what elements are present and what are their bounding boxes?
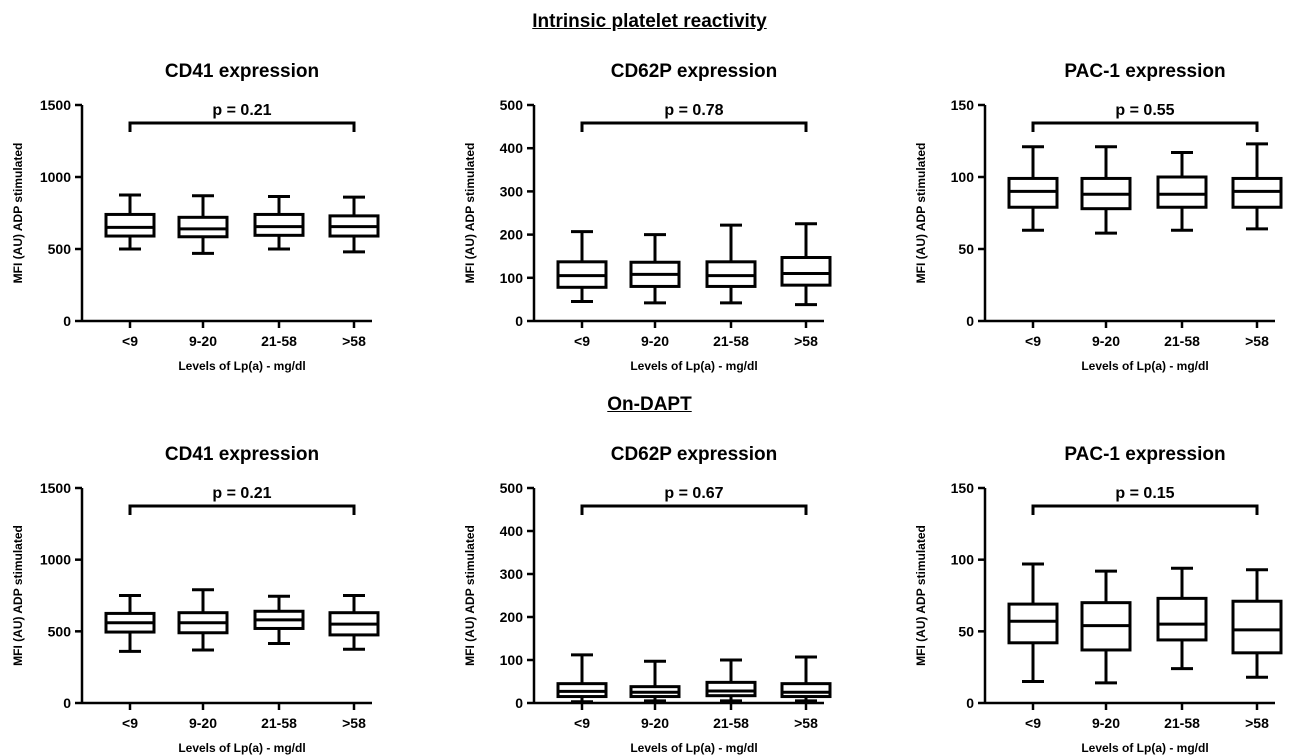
p5-y-tick-label-1: 50: [958, 623, 974, 639]
p3-y-tick-label-3: 1500: [40, 480, 71, 496]
p4-significance-bracket: [580, 504, 808, 515]
p2-title: PAC-1 expression: [1064, 61, 1225, 82]
p5-x-tick-label-0: <9: [1025, 715, 1041, 731]
p0-p-value-label: p = 0.21: [212, 102, 271, 119]
p5-y-tick-label-3: 150: [951, 480, 975, 496]
p5-y-tick-label-2: 100: [951, 552, 975, 568]
p5-box-2: [1156, 596, 1208, 642]
p1-y-tick-label-5: 500: [500, 97, 524, 113]
p2-x-tick-label-3: >58: [1245, 333, 1269, 349]
p5-p-value-label: p = 0.15: [1115, 485, 1174, 502]
p0-y-axis-label: MFI (AU) ADP stimulated: [11, 143, 25, 284]
section-title-on-dapt: On-DAPT: [607, 394, 692, 415]
p3-y-tick-label-0: 0: [63, 695, 71, 711]
p4-y-tick-label-2: 200: [500, 609, 524, 625]
p3-y-tick-label-1: 500: [48, 623, 72, 639]
p5-title: PAC-1 expression: [1064, 444, 1225, 465]
p0-y-tick-label-1: 500: [48, 241, 72, 257]
p0-x-tick-label-2: 21-58: [261, 333, 297, 349]
p0-x-axis-label: Levels of Lp(a) - mg/dl: [178, 359, 305, 373]
p0-y-tick-label-2: 1000: [40, 169, 71, 185]
p1-significance-bracket: [580, 121, 808, 132]
p1-x-axis-label: Levels of Lp(a) - mg/dl: [630, 359, 757, 373]
p4-y-tick-label-3: 300: [500, 566, 524, 582]
p1-y-tick-label-4: 400: [500, 140, 524, 156]
p4-p-value-label: p = 0.67: [664, 485, 723, 502]
p1-box-3: [780, 255, 832, 287]
p4-y-tick-label-0: 0: [515, 695, 523, 711]
p4-y-tick-label-1: 100: [500, 652, 524, 668]
p1-y-axis-label: MFI (AU) ADP stimulated: [463, 143, 477, 284]
p3-title: CD41 expression: [165, 444, 319, 465]
p0-x-tick-label-1: 9-20: [189, 333, 217, 349]
p5-y-axis-label: MFI (AU) ADP stimulated: [914, 525, 928, 666]
p2-p-value-label: p = 0.55: [1115, 102, 1174, 119]
p4-box-3: [780, 682, 832, 699]
p0-y-tick-label-0: 0: [63, 313, 71, 329]
p5-y-tick-label-0: 0: [966, 695, 974, 711]
p3-y-axis-label: MFI (AU) ADP stimulated: [11, 525, 25, 666]
p3-x-tick-label-2: 21-58: [261, 715, 297, 731]
p2-y-tick-label-3: 150: [951, 97, 975, 113]
p3-x-tick-label-1: 9-20: [189, 715, 217, 731]
p1-y-tick-label-0: 0: [515, 313, 523, 329]
p4-y-tick-label-5: 500: [500, 480, 524, 496]
p0-significance-bracket: [128, 121, 356, 132]
p4-title: CD62P expression: [611, 444, 778, 465]
p3-y-tick-label-2: 1000: [40, 552, 71, 568]
p0-box-2: [253, 212, 305, 237]
p4-y-tick-label-4: 400: [500, 523, 524, 539]
p3-significance-bracket: [128, 504, 356, 515]
p5-x-axis-label: Levels of Lp(a) - mg/dl: [1081, 741, 1208, 755]
p2-y-tick-label-0: 0: [966, 313, 974, 329]
p5-x-tick-label-3: >58: [1245, 715, 1269, 731]
p4-x-axis-label: Levels of Lp(a) - mg/dl: [630, 741, 757, 755]
p0-box-1: [177, 215, 229, 239]
p1-x-tick-label-3: >58: [794, 333, 818, 349]
p3-x-axis-label: Levels of Lp(a) - mg/dl: [178, 741, 305, 755]
p5-x-tick-label-2: 21-58: [1164, 715, 1200, 731]
p1-p-value-label: p = 0.78: [664, 102, 723, 119]
p0-title: CD41 expression: [165, 61, 319, 82]
p1-x-tick-label-0: <9: [574, 333, 590, 349]
p2-x-tick-label-0: <9: [1025, 333, 1041, 349]
p5-x-tick-label-1: 9-20: [1092, 715, 1120, 731]
p1-y-tick-label-2: 200: [500, 227, 524, 243]
p4-x-tick-label-1: 9-20: [641, 715, 669, 731]
p2-y-axis-label: MFI (AU) ADP stimulated: [914, 143, 928, 284]
p1-x-tick-label-1: 9-20: [641, 333, 669, 349]
p2-x-tick-label-2: 21-58: [1164, 333, 1200, 349]
p5-significance-bracket: [1031, 504, 1259, 515]
p4-box-2: [705, 680, 757, 698]
p2-x-tick-label-1: 9-20: [1092, 333, 1120, 349]
p1-x-tick-label-2: 21-58: [713, 333, 749, 349]
p5-box-0: [1007, 602, 1059, 645]
p3-x-tick-label-3: >58: [342, 715, 366, 731]
p4-y-axis-label: MFI (AU) ADP stimulated: [463, 525, 477, 666]
p2-box-2: [1156, 175, 1208, 209]
p3-p-value-label: p = 0.21: [212, 485, 271, 502]
section-title-intrinsic: Intrinsic platelet reactivity: [532, 11, 767, 32]
p0-box-0: [104, 212, 156, 238]
p4-x-tick-label-2: 21-58: [713, 715, 749, 731]
p2-y-tick-label-1: 50: [958, 241, 974, 257]
p2-y-tick-label-2: 100: [951, 169, 975, 185]
p1-box-2: [705, 260, 757, 288]
p2-significance-bracket: [1031, 121, 1259, 132]
p1-y-tick-label-3: 300: [500, 183, 524, 199]
p2-x-axis-label: Levels of Lp(a) - mg/dl: [1081, 359, 1208, 373]
p4-x-tick-label-0: <9: [574, 715, 590, 731]
p0-y-tick-label-3: 1500: [40, 97, 71, 113]
p0-x-tick-label-3: >58: [342, 333, 366, 349]
p5-box-3: [1231, 599, 1283, 655]
p3-x-tick-label-0: <9: [122, 715, 138, 731]
p4-x-tick-label-3: >58: [794, 715, 818, 731]
p1-title: CD62P expression: [611, 61, 778, 82]
p1-y-tick-label-1: 100: [500, 270, 524, 286]
p0-x-tick-label-0: <9: [122, 333, 138, 349]
